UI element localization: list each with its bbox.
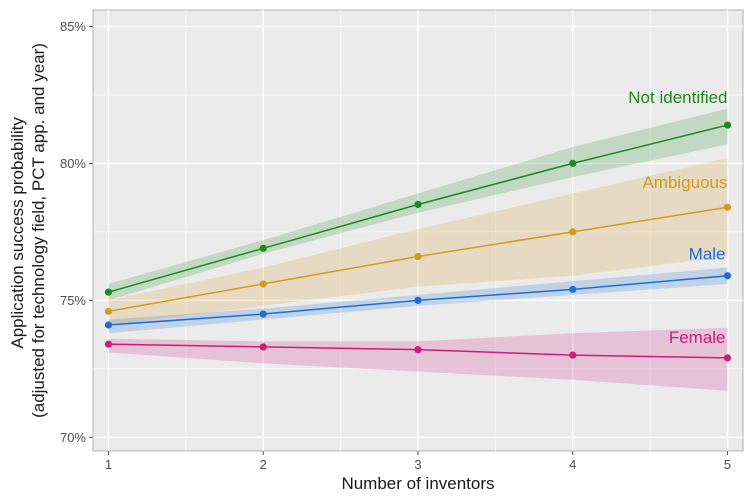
y-tick-label: 85% [60,19,86,34]
y-axis-title-line-2: (adjusted for technology field, PCT app.… [29,43,48,418]
point-not-identified [259,244,267,252]
x-tick-label: 5 [724,457,731,472]
y-axis-ticks: 70% 75% 80% 85% [60,19,93,445]
point-ambiguous [723,203,732,211]
y-axis-title-line-1: Application success probability [8,117,27,349]
point-ambiguous [414,252,422,261]
x-tick-label: 4 [569,457,576,472]
point-not-identified [569,159,577,167]
point-not-identified [104,288,113,296]
x-tick-label: 3 [414,457,421,472]
series-label-ambiguous: Ambiguous [642,173,727,192]
point-female [723,354,732,362]
y-tick-label: 80% [60,156,86,171]
point-male [414,296,422,304]
point-female [259,343,267,351]
series-points [104,121,732,362]
point-ambiguous [569,228,577,236]
point-male [723,272,732,280]
point-male [104,321,113,329]
point-female [414,346,422,354]
point-not-identified [723,121,732,129]
series-label-not-identified: Not identified [628,88,727,107]
y-tick-label: 70% [60,430,86,445]
point-not-identified [414,200,422,209]
point-male [259,310,267,318]
x-tick-label: 1 [105,457,112,472]
x-axis-title: Number of inventors [341,474,494,493]
y-tick-label: 75% [60,293,86,308]
series-label-male: Male [689,245,726,264]
point-female [104,340,113,348]
series-label-female: Female [669,328,726,347]
series-labels: Not identified Ambiguous Male Female [628,88,727,347]
point-ambiguous [104,307,113,315]
point-male [569,285,577,293]
point-ambiguous [259,280,267,288]
y-axis-title: Application success probability (adjuste… [8,43,48,418]
x-tick-label: 2 [260,457,267,472]
x-axis-ticks: 1 2 3 4 5 [105,451,731,472]
point-female [569,351,577,359]
